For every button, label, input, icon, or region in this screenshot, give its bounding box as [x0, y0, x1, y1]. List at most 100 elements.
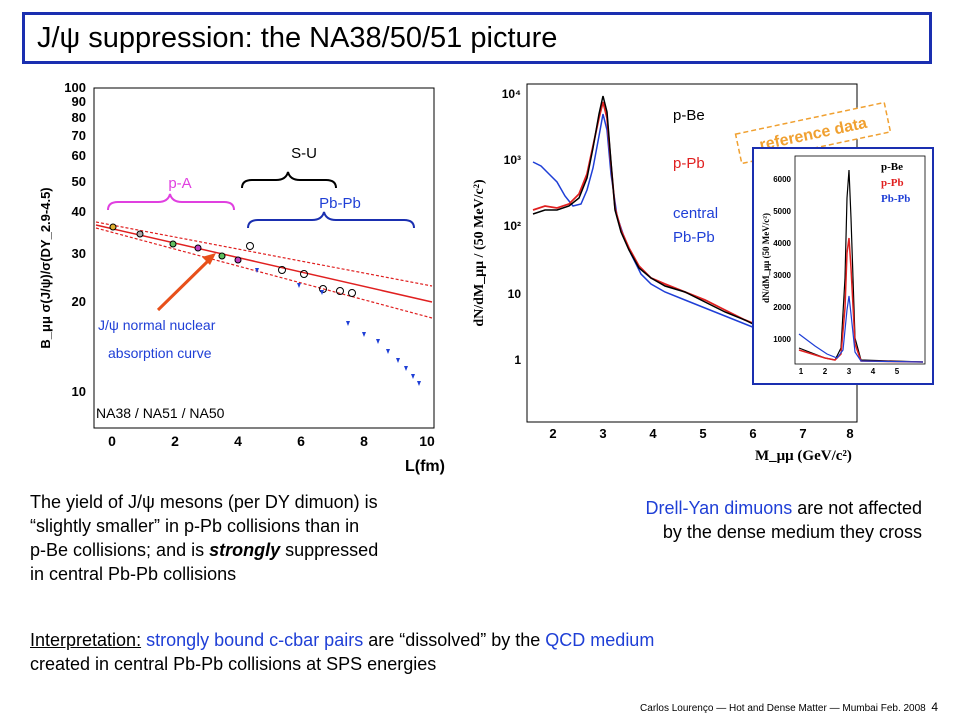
interpretation-label: Interpretation: [30, 630, 142, 650]
absorption-band-lower [95, 221, 433, 287]
inset-ppb-curve [798, 237, 924, 363]
xtick-7: 7 [799, 426, 806, 441]
xtick-4: 4 [234, 433, 242, 449]
pbpb-point [411, 374, 415, 379]
xtick-5: 5 [699, 426, 706, 441]
inset-xticks: 1 2 3 4 5 [799, 367, 900, 376]
annotation-line2: absorption curve [108, 345, 212, 361]
xtick-6: 6 [297, 433, 305, 449]
title-box: J/ψ suppression: the NA38/50/51 picture [22, 12, 932, 64]
pbpb-point [362, 332, 366, 337]
pbpb-point [376, 339, 380, 344]
inset-ytick: 5000 [773, 207, 791, 216]
page-number: 4 [931, 700, 938, 714]
legend-central: central [673, 205, 718, 222]
right-plot-yticks: 10⁴ 10³ 10² 10 1 [502, 87, 522, 367]
right-para-line1: Drell-Yan dimuons are not affected [520, 496, 923, 520]
xtick-2: 2 [171, 433, 179, 449]
inset-ytick: 6000 [773, 175, 791, 184]
left-plot-frame [93, 87, 435, 429]
xtick-10: 10 [419, 433, 435, 449]
ytick-20: 20 [72, 294, 86, 309]
pa-point [136, 230, 144, 238]
inset-xtick: 2 [823, 367, 828, 376]
right-plot-xticks: 2 3 4 5 6 7 8 [549, 426, 853, 441]
bracket-pbpb-label: Pb-Pb [319, 195, 361, 212]
footer: Carlos Lourenço — Hot and Dense Matter —… [640, 700, 938, 714]
inset-plot: dN/dM_μμ (50 MeV/c²) 6000 5000 4000 3000… [752, 147, 934, 385]
left-para-line3: p-Be collisions; and is strongly suppres… [30, 538, 500, 562]
xtick-4: 4 [649, 426, 657, 441]
left-para-line4: in central Pb-Pb collisions [30, 564, 237, 584]
inset-legend-ppb: p-Pb [881, 177, 904, 189]
left-paragraph: The yield of J/ψ mesons (per DY dimuon) … [30, 490, 500, 586]
pbpb-point [404, 366, 408, 371]
inset-xtick: 4 [871, 367, 876, 376]
inset-legend-pbpb: Pb-Pb [881, 193, 910, 205]
pbpb-point [396, 358, 400, 363]
inset-xtick: 1 [799, 367, 804, 376]
annotation-arrowhead [202, 253, 216, 265]
bracket-su [241, 171, 337, 189]
pbpb-point [297, 283, 301, 288]
ytick-1e3: 10³ [504, 153, 521, 167]
legend-ppb: p-Pb [673, 155, 705, 172]
inset-ylabel: dN/dM_μμ (50 MeV/c²) [761, 213, 771, 303]
interpretation-blue1: strongly bound c-cbar pairs [146, 630, 364, 650]
interpretation-mid: are “dissolved” by the [363, 630, 546, 650]
right-para-rest: are not affected [792, 498, 922, 518]
su-point [336, 287, 344, 295]
absorption-curve [95, 224, 433, 303]
right-plot-xlabel: M_μμ (GeV/c²) [755, 448, 852, 464]
experiments-label: NA38 / NA51 / NA50 [96, 405, 225, 421]
inset-yticks: 6000 5000 4000 3000 2000 1000 [773, 175, 791, 344]
pa-point [234, 256, 242, 264]
ytick-80: 80 [72, 110, 86, 125]
xtick-6: 6 [749, 426, 756, 441]
ytick-70: 70 [72, 128, 86, 143]
pbpb-point [346, 321, 350, 326]
inset-legend-pbe: p-Be [881, 161, 903, 173]
su-point [278, 266, 286, 274]
xtick-2: 2 [549, 426, 556, 441]
right-paragraph: Drell-Yan dimuons are not affected by th… [520, 496, 923, 544]
interpretation-blue2: QCD medium [545, 630, 655, 650]
inset-xtick: 5 [895, 367, 900, 376]
footer-text: Carlos Lourenço — Hot and Dense Matter —… [640, 703, 926, 714]
interpretation-line1: Interpretation: strongly bound c-cbar pa… [30, 628, 930, 652]
legend-pbe: p-Be [673, 107, 705, 124]
su-points [246, 242, 356, 297]
bracket-pa [107, 193, 235, 211]
right-plot-ylabel: dN/dM_μμ / (50 MeV/c²) [472, 179, 487, 327]
right-para-blue: Drell-Yan dimuons [645, 498, 793, 518]
ytick-50: 50 [72, 174, 86, 189]
ytick-1e2: 10² [504, 219, 521, 233]
right-para-line2: by the dense medium they cross [662, 522, 922, 542]
ytick-40: 40 [72, 204, 86, 219]
pbpb-point [417, 381, 421, 386]
xtick-8: 8 [846, 426, 853, 441]
su-point [246, 242, 254, 250]
interpretation-line2: created in central Pb-Pb collisions at S… [30, 654, 437, 674]
inset-ytick: 3000 [773, 271, 791, 280]
left-plot-ylabel: B_μμ σ(J/ψ)/σ(DY_2.9-4.5) [38, 187, 53, 348]
ytick-10: 10 [72, 384, 86, 399]
pbe-spectrum [532, 95, 854, 369]
bracket-pa-label: p-A [168, 175, 191, 192]
left-para-line1: The yield of J/ψ mesons (per DY dimuon) … [30, 492, 378, 512]
pbpb-points [255, 268, 421, 386]
ytick-60: 60 [72, 148, 86, 163]
annotation-line1: J/ψ normal nuclear [98, 317, 216, 333]
bracket-pbpb [247, 211, 415, 229]
xtick-8: 8 [360, 433, 368, 449]
right-plot: dN/dM_μμ / (50 MeV/c²) 10⁴ 10³ 10² 10 1 … [472, 83, 934, 464]
left-para-line3-a: p-Be collisions; and is [30, 540, 205, 560]
su-point [348, 289, 356, 297]
pbpb-point [255, 268, 259, 273]
inset-xtick: 3 [847, 367, 852, 376]
inset-ytick: 2000 [773, 303, 791, 312]
pbpb-point [386, 349, 390, 354]
left-para-emphasis: strongly [209, 540, 281, 560]
xtick-3: 3 [599, 426, 606, 441]
bracket-su-label: S-U [291, 145, 317, 162]
